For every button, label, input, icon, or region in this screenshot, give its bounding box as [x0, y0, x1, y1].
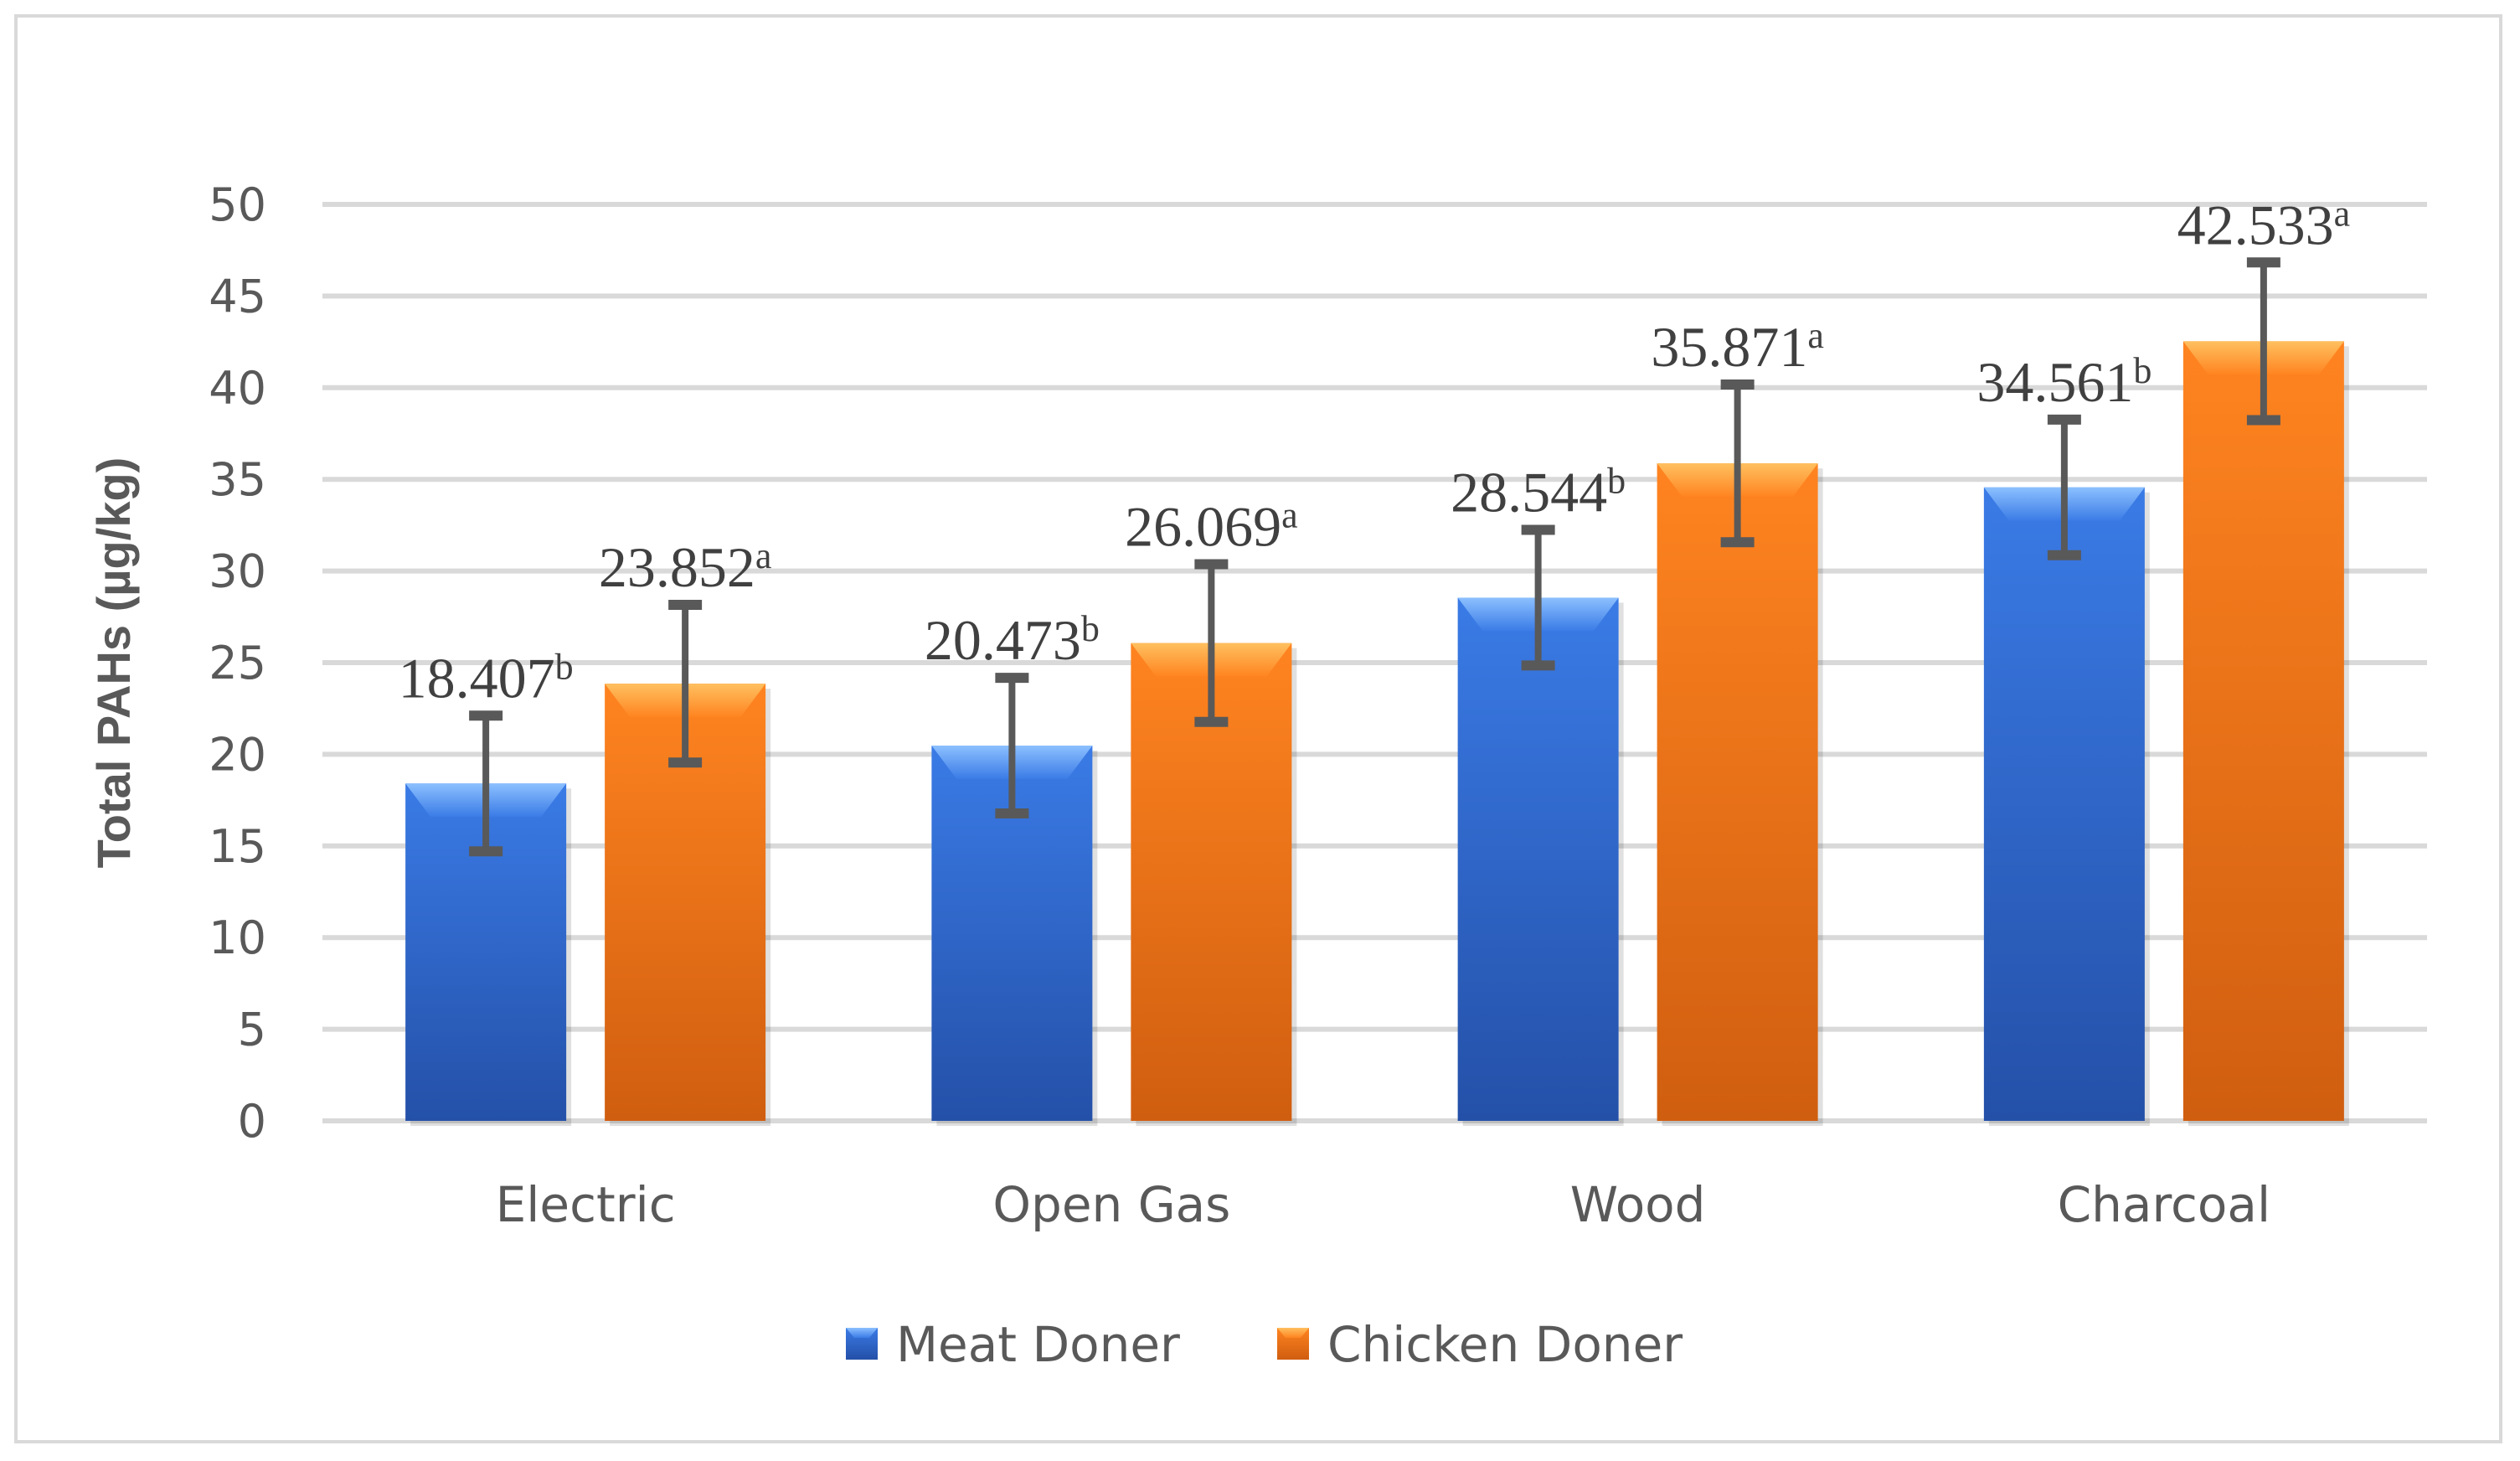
x-tick-label: Electric — [496, 1176, 676, 1233]
y-tick-label: 35 — [209, 453, 266, 506]
y-axis-label: Total PAHs (µg/kg) — [87, 457, 140, 869]
legend-item: Chicken Doner — [1277, 1316, 1683, 1373]
y-tick-label: 45 — [209, 270, 266, 323]
y-tick-label: 5 — [238, 1004, 266, 1056]
data-label: 26.069a — [1125, 495, 1298, 559]
y-tick-label: 0 — [238, 1095, 266, 1148]
bar-group: 23.852a — [599, 535, 772, 1126]
bar-group: 35.871a — [1651, 315, 1824, 1126]
data-label: 23.852a — [599, 535, 772, 599]
y-tick-label: 40 — [209, 362, 266, 415]
data-label: 20.473b — [925, 608, 1100, 672]
bar-group: 26.069a — [1125, 495, 1298, 1126]
y-tick-label: 50 — [209, 178, 266, 231]
data-label: 42.533a — [2177, 193, 2351, 256]
legend-swatch-bevel — [1277, 1328, 1309, 1338]
y-tick-label: 10 — [209, 911, 266, 964]
data-label: 18.407b — [399, 646, 574, 710]
legend-item: Meat Doner — [846, 1316, 1180, 1373]
bar — [1657, 463, 1818, 1121]
x-tick-label: Open Gas — [992, 1176, 1230, 1233]
bar-group: 18.407b — [399, 646, 574, 1126]
y-tick-label: 20 — [209, 728, 266, 781]
x-tick-label: Wood — [1570, 1176, 1706, 1233]
legend-swatch-bevel — [846, 1328, 878, 1338]
bar — [1983, 487, 2145, 1121]
bar-group: 20.473b — [925, 608, 1100, 1126]
data-label: 34.561b — [1976, 350, 2152, 414]
data-label: 35.871a — [1651, 315, 1824, 379]
y-tick-label: 25 — [209, 637, 266, 689]
bar-group: 34.561b — [1976, 350, 2152, 1126]
legend-label: Chicken Doner — [1327, 1316, 1683, 1373]
bar — [1457, 597, 1619, 1121]
bar — [2182, 341, 2344, 1122]
y-tick-label: 30 — [209, 545, 266, 598]
bar-group: 28.544b — [1451, 461, 1626, 1126]
bar-group: 42.533a — [2177, 193, 2351, 1127]
x-tick-label: Charcoal — [2058, 1176, 2270, 1233]
y-tick-label: 15 — [209, 820, 266, 873]
data-label: 28.544b — [1451, 461, 1626, 524]
legend-label: Meat Doner — [896, 1316, 1180, 1373]
